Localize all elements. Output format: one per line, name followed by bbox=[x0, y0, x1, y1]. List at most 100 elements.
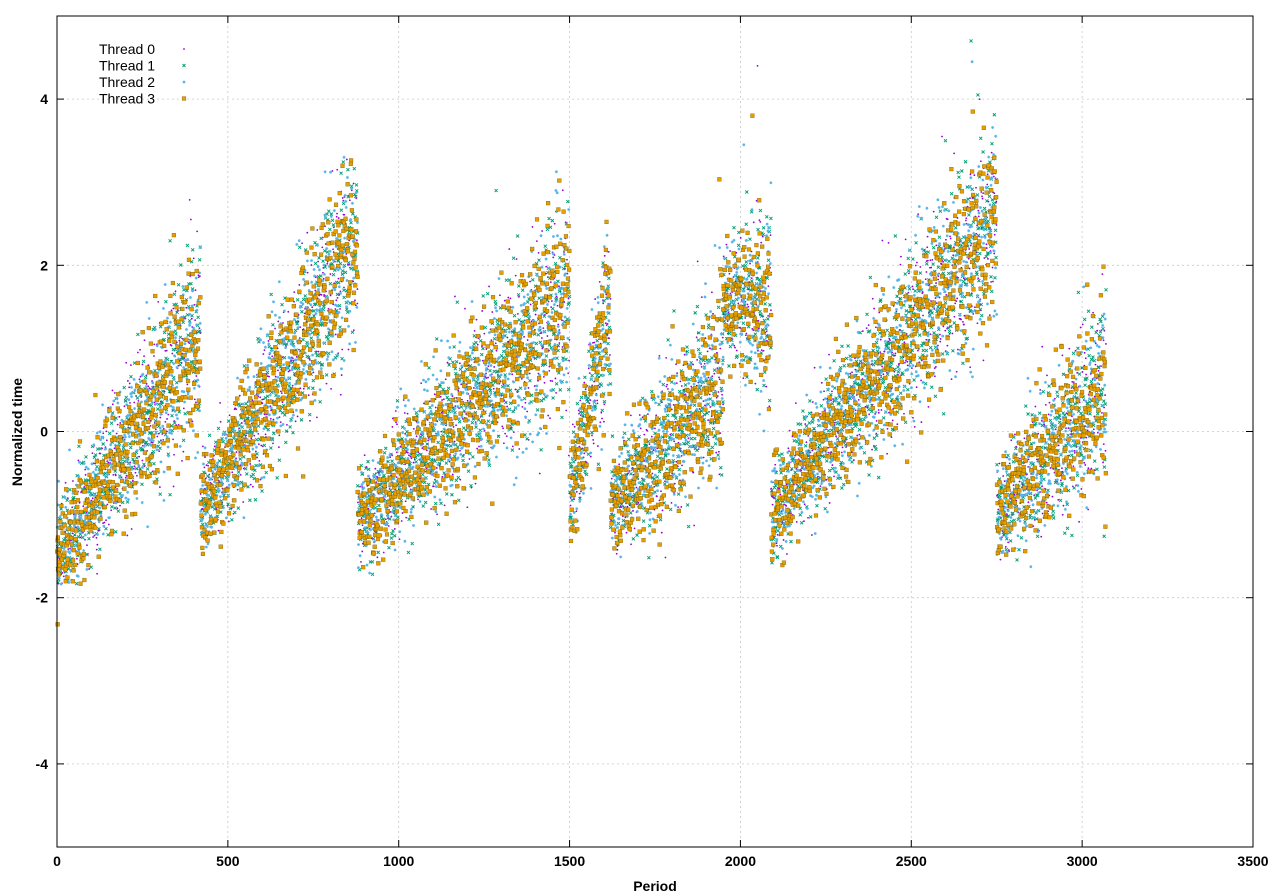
data-point bbox=[488, 368, 492, 373]
data-point bbox=[538, 472, 541, 475]
data-point bbox=[396, 451, 398, 454]
data-point bbox=[432, 428, 436, 433]
data-point bbox=[262, 443, 267, 448]
data-point bbox=[643, 433, 646, 436]
data-point bbox=[434, 398, 437, 401]
data-point bbox=[189, 218, 192, 221]
data-point bbox=[107, 406, 110, 409]
data-point bbox=[436, 522, 441, 527]
data-point bbox=[696, 358, 699, 361]
data-point bbox=[277, 369, 279, 372]
data-point bbox=[886, 427, 889, 430]
data-point bbox=[937, 278, 940, 281]
data-point bbox=[452, 406, 455, 409]
data-point bbox=[667, 388, 669, 390]
data-point bbox=[917, 349, 919, 352]
data-point bbox=[894, 354, 896, 357]
data-point bbox=[227, 520, 230, 523]
data-point bbox=[800, 469, 803, 472]
data-point bbox=[889, 339, 891, 341]
data-point bbox=[934, 366, 937, 368]
data-point bbox=[992, 175, 995, 178]
data-point bbox=[689, 436, 694, 441]
data-point bbox=[547, 414, 550, 417]
data-point bbox=[339, 208, 344, 212]
data-point bbox=[805, 441, 808, 444]
data-point bbox=[444, 492, 449, 496]
data-point bbox=[417, 498, 419, 501]
data-point bbox=[295, 297, 300, 302]
data-point bbox=[135, 396, 140, 400]
data-point bbox=[912, 416, 914, 419]
data-point bbox=[803, 520, 805, 523]
data-point bbox=[360, 560, 362, 563]
data-point bbox=[511, 256, 516, 260]
data-point bbox=[657, 469, 662, 474]
data-point bbox=[813, 366, 816, 369]
data-point bbox=[395, 399, 400, 403]
data-point bbox=[474, 425, 478, 429]
data-point bbox=[172, 485, 175, 488]
data-point bbox=[520, 288, 525, 293]
data-point bbox=[693, 524, 696, 527]
data-point bbox=[957, 348, 959, 351]
data-point bbox=[157, 432, 160, 435]
data-point bbox=[468, 458, 471, 460]
data-point bbox=[423, 500, 428, 505]
data-point bbox=[96, 572, 98, 575]
data-point bbox=[1039, 388, 1042, 391]
data-point bbox=[555, 356, 559, 361]
data-point bbox=[71, 532, 74, 535]
data-point bbox=[1027, 501, 1030, 504]
data-point bbox=[717, 362, 720, 365]
data-point bbox=[888, 411, 890, 414]
data-point bbox=[646, 429, 649, 432]
data-point bbox=[348, 199, 351, 202]
data-point bbox=[238, 394, 241, 397]
data-point bbox=[199, 493, 202, 495]
data-point bbox=[596, 462, 601, 466]
data-point bbox=[756, 261, 759, 263]
data-point bbox=[929, 259, 932, 262]
data-point bbox=[680, 385, 683, 387]
data-point bbox=[820, 381, 823, 384]
data-point bbox=[182, 407, 185, 410]
data-point bbox=[887, 340, 889, 343]
data-point bbox=[486, 419, 491, 424]
data-point bbox=[603, 420, 605, 423]
data-point bbox=[516, 293, 521, 297]
data-point bbox=[919, 266, 922, 268]
data-point bbox=[695, 448, 699, 453]
data-point bbox=[269, 292, 274, 297]
data-point bbox=[1092, 311, 1094, 314]
data-point bbox=[194, 319, 197, 322]
data-point bbox=[361, 550, 364, 553]
data-point bbox=[488, 415, 491, 417]
data-point bbox=[1002, 475, 1005, 477]
data-point bbox=[912, 288, 914, 291]
data-point bbox=[428, 400, 431, 403]
data-point bbox=[493, 366, 496, 368]
data-point bbox=[307, 394, 310, 397]
data-point bbox=[107, 523, 110, 526]
data-point bbox=[501, 349, 506, 354]
data-point bbox=[605, 324, 608, 327]
data-point bbox=[603, 403, 606, 406]
data-point bbox=[650, 435, 653, 438]
data-point bbox=[376, 556, 379, 559]
data-point bbox=[995, 200, 998, 203]
data-point bbox=[474, 482, 477, 485]
data-point bbox=[993, 252, 996, 255]
data-point bbox=[268, 375, 270, 378]
data-point bbox=[979, 160, 982, 163]
data-point bbox=[865, 327, 868, 329]
data-point bbox=[272, 442, 274, 445]
data-point bbox=[132, 361, 137, 365]
data-point bbox=[427, 439, 430, 442]
data-point bbox=[466, 399, 469, 402]
data-point bbox=[476, 447, 479, 450]
data-point bbox=[830, 399, 832, 402]
data-point bbox=[253, 497, 258, 502]
data-point bbox=[302, 328, 305, 331]
data-point bbox=[105, 439, 108, 442]
